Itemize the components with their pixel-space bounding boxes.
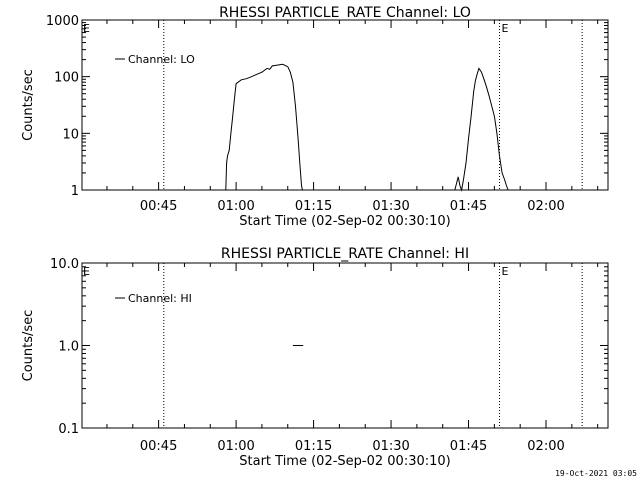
panel1-x-tick-label: 01:15 (295, 199, 332, 214)
panel2-x-tick-label: 02:00 (527, 439, 564, 454)
panel2-x-tick-label: 01:15 (295, 439, 332, 454)
panel1-x-tick-label: 02:00 (527, 199, 564, 214)
panel2-y-tick-label: 1.0 (58, 340, 79, 355)
panel2-axes-box (81, 262, 609, 429)
panel1-x-axis-label: Start Time (02-Sep-02 00:30:10) (239, 214, 450, 229)
panel1-y-tick-label: 10 (62, 127, 79, 142)
panel2-x-tick-label: 01:30 (372, 439, 409, 454)
panel1-annotation-label: E (502, 22, 509, 35)
panel2-x-axis-label: Start Time (02-Sep-02 00:30:10) (239, 454, 450, 469)
panel1-annotation-label-left: E (83, 22, 90, 35)
panel2-annotation-label-left: E (83, 265, 90, 278)
panel1-x-tick-label: 00:45 (140, 199, 177, 214)
panel1-x-tick-label: 01:45 (450, 199, 487, 214)
panel1-y-tick-label: 1 (71, 184, 79, 199)
panel1-axes-box (81, 19, 609, 191)
panel2-legend-label: Channel: HI (128, 292, 192, 305)
panel1-legend-label: Channel: LO (128, 53, 195, 66)
panel2-x-tick-label: 00:45 (140, 439, 177, 454)
panel1-series-line (225, 63, 509, 192)
panel1-x-tick-label: 01:00 (217, 199, 254, 214)
panel2-y-tick-label: 10.0 (50, 257, 79, 272)
panel1-title: RHESSI PARTICLE_RATE Channel: LO (219, 5, 471, 21)
panel1-y-axis-label: Counts/sec (21, 69, 36, 141)
panel2-annotation-label: E (502, 265, 509, 278)
panel2-y-axis-label: Counts/sec (21, 310, 36, 382)
panel2-x-tick-label: 01:00 (217, 439, 254, 454)
panel1-y-tick-label: 100 (54, 71, 79, 86)
panel1-x-tick-label: 01:30 (372, 199, 409, 214)
panel2-title: RHESSI PARTICLE_RATE Channel: HI (221, 246, 469, 262)
panel2-y-tick-label: 0.1 (58, 422, 79, 437)
timestamp: 19-Oct-2021 03:05 (555, 469, 637, 478)
panel1-y-tick-label: 1000 (46, 14, 79, 29)
panel2-x-tick-label: 01:45 (450, 439, 487, 454)
